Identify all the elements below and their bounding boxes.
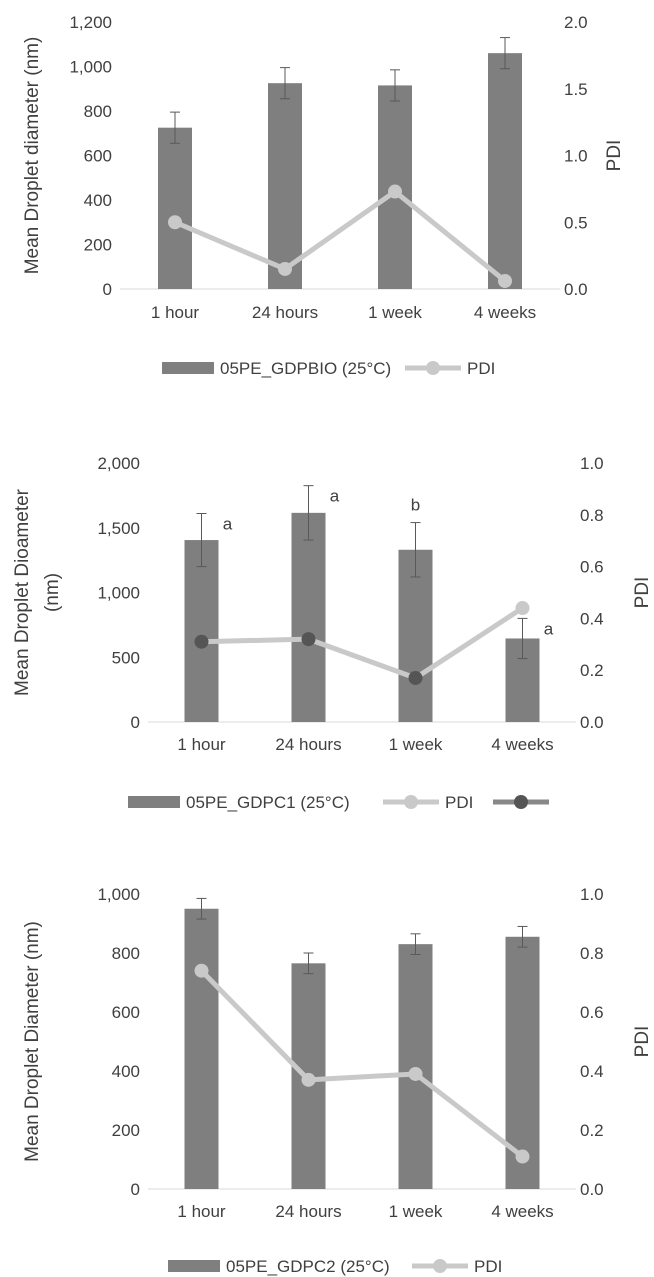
c1-bar <box>398 549 433 722</box>
c0-category-label: 1 hour <box>151 303 200 322</box>
c1-category-label: 4 weeks <box>491 735 553 754</box>
c2-category-label: 24 hours <box>275 1202 341 1221</box>
c0-y2-tick-label: 0.5 <box>564 213 588 232</box>
c1-category-label: 1 hour <box>177 735 226 754</box>
c1-pdi-point <box>408 670 423 685</box>
c0-y2-axis-title: PDI <box>604 140 625 172</box>
c0-y2-tick-label: 0.0 <box>564 280 588 299</box>
c2-pdi-point <box>408 1066 423 1081</box>
c2-y-tick-label: 800 <box>112 944 140 963</box>
c0-pdi-line <box>174 189 507 283</box>
c0-y-tick-label: 0 <box>103 280 112 299</box>
c0-y-tick-label: 1,200 <box>69 13 112 32</box>
c2-y-tick-label: 400 <box>112 1062 140 1081</box>
c1-bar <box>184 540 219 722</box>
c1-y2-tick-label: 0.8 <box>580 506 604 525</box>
c2-pdi-point <box>194 963 209 978</box>
c0-y-tick-label: 600 <box>84 147 112 166</box>
c0-category-label: 1 week <box>368 303 422 322</box>
c1-y-axis-title: Mean Droplet Dioameter <box>12 488 33 696</box>
c0-y2-tick-label: 2.0 <box>564 13 588 32</box>
c1-pdi-point <box>194 634 209 649</box>
c2-category-label: 1 hour <box>177 1202 226 1221</box>
c0-y-tick-label: 800 <box>84 102 112 121</box>
c1-y-tick-label: 2,000 <box>97 454 140 473</box>
c0-y-tick-label: 400 <box>84 191 112 210</box>
c0-bar <box>488 53 522 290</box>
c0-legend-label: 05PE_GDPBIO (25°C) <box>220 359 391 378</box>
c2-y2-tick-label: 1.0 <box>580 885 604 904</box>
c1-legend-label: PDI <box>445 793 473 812</box>
c2-y2-axis-title: PDI <box>632 1026 653 1058</box>
c2-y-tick-label: 600 <box>112 1003 140 1022</box>
c1-significance-letter: a <box>223 515 233 534</box>
c1-y2-axis-title: PDI <box>632 577 653 609</box>
c1-y2-tick-label: 0.2 <box>580 661 604 680</box>
c1-category-label: 1 week <box>389 735 443 754</box>
c1-y-tick-label: 1,000 <box>97 584 140 603</box>
c1-y2-tick-label: 1.0 <box>580 454 604 473</box>
c2-category-label: 1 week <box>389 1202 443 1221</box>
c0-pdi-point <box>388 184 402 199</box>
c0-bar <box>158 127 192 289</box>
c2-y-tick-label: 0 <box>131 1180 140 1199</box>
c1-y-tick-label: 1,500 <box>97 519 140 538</box>
c1-significance-letter: b <box>411 496 420 515</box>
c1-significance-letter: a <box>330 487 340 506</box>
c2-y2-tick-label: 0.0 <box>580 1180 604 1199</box>
c1-significance-letter: a <box>544 619 554 638</box>
c1-bar <box>291 512 326 722</box>
c2-y-tick-label: 200 <box>112 1121 140 1140</box>
c0-y-tick-label: 1,000 <box>69 58 112 77</box>
c1-legend-bar-swatch <box>128 796 180 808</box>
c0-y2-tick-label: 1.5 <box>564 80 588 99</box>
c1-y2-tick-label: 0.6 <box>580 558 604 577</box>
c0-pdi-point <box>498 273 512 288</box>
c2-bar <box>184 908 219 1189</box>
c0-bar <box>268 83 302 289</box>
c1-pdi-line <box>201 605 524 681</box>
c1-legend-line-marker <box>514 795 528 809</box>
c2-legend-label: PDI <box>474 1257 502 1276</box>
c0-legend-line-marker <box>426 361 440 375</box>
c1-pdi-point <box>301 632 316 647</box>
c0-y2-tick-label: 1.0 <box>564 147 588 166</box>
c0-category-label: 24 hours <box>252 303 318 322</box>
c2-y2-tick-label: 0.4 <box>580 1062 604 1081</box>
c1-y2-tick-label: 0.4 <box>580 609 604 628</box>
c1-pdi-point <box>515 601 530 616</box>
c2-category-label: 4 weeks <box>491 1202 553 1221</box>
c2-legend-bar-swatch <box>168 1260 220 1272</box>
c2-y2-tick-label: 0.6 <box>580 1003 604 1022</box>
c0-pdi-point <box>168 215 182 230</box>
c2-y-axis-title: Mean Droplet Diameter (nm) <box>22 921 43 1162</box>
c2-bar <box>398 944 433 1189</box>
c1-y-tick-label: 0 <box>131 713 140 732</box>
c2-pdi-point <box>301 1072 316 1087</box>
c0-y-axis-title: Mean Droplet diameter (nm) <box>22 37 43 275</box>
c1-y2-tick-label: 0.0 <box>580 713 604 732</box>
c0-legend-label: PDI <box>467 359 495 378</box>
c2-pdi-point <box>515 1149 530 1164</box>
c2-legend-label: 05PE_GDPC2 (25°C) <box>226 1257 390 1276</box>
c1-y-tick-label: 500 <box>112 648 140 667</box>
c1-category-label: 24 hours <box>275 735 341 754</box>
c0-legend-bar-swatch <box>162 362 214 374</box>
c1-y-axis-title-unit: (nm) <box>42 573 63 612</box>
c2-y-tick-label: 1,000 <box>97 885 140 904</box>
c1-legend-label: 05PE_GDPC1 (25°C) <box>186 793 350 812</box>
c0-pdi-point <box>278 261 292 276</box>
c2-y2-tick-label: 0.2 <box>580 1121 604 1140</box>
c0-category-label: 4 weeks <box>474 303 536 322</box>
c2-pdi-line <box>199 968 525 1159</box>
c1-legend-line-marker <box>404 795 418 809</box>
c2-legend-line-marker <box>433 1259 447 1273</box>
c0-y-tick-label: 200 <box>84 236 112 255</box>
c2-y2-tick-label: 0.8 <box>580 944 604 963</box>
